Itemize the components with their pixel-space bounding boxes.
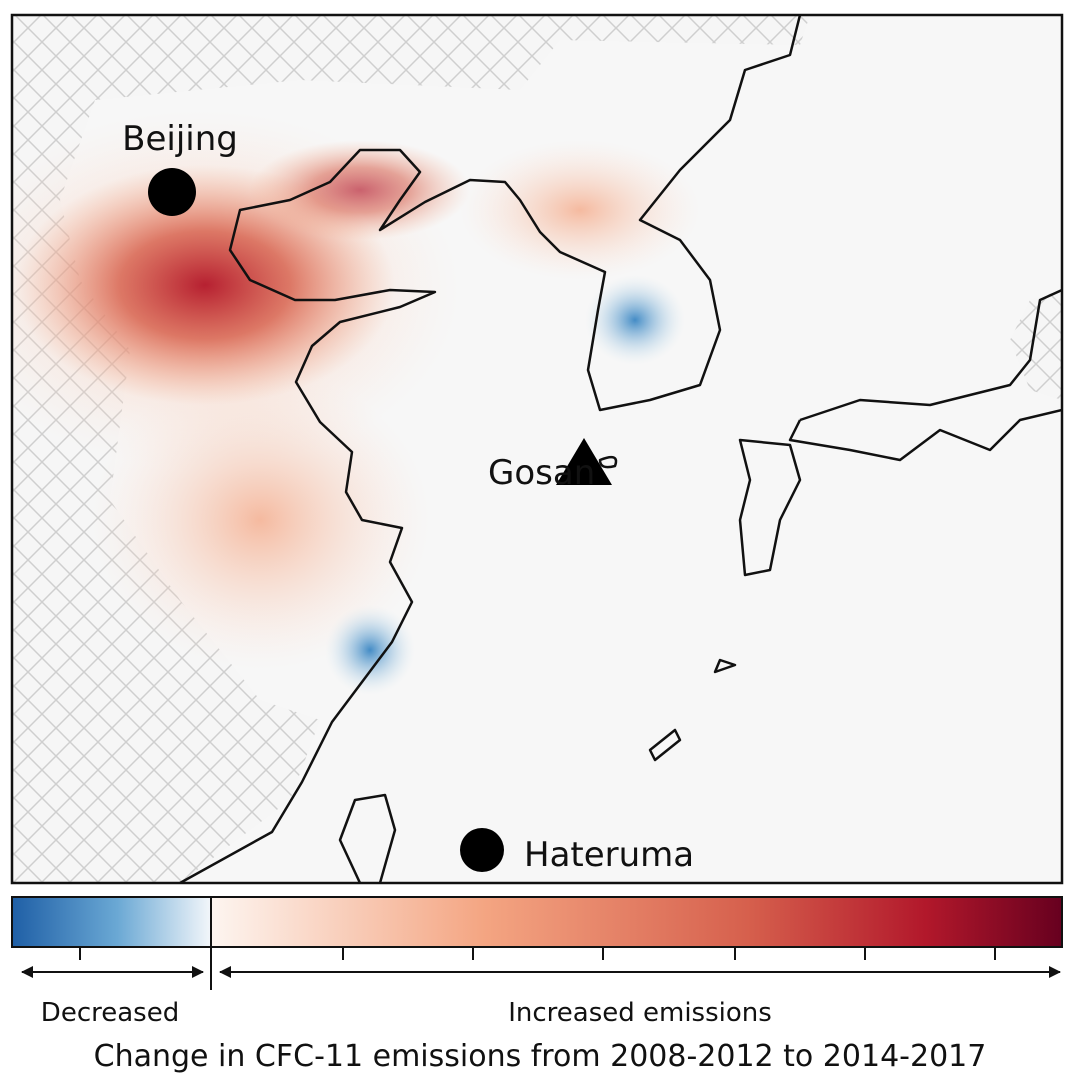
gosan-label: Gosan [488,453,595,493]
hateruma-marker [460,828,504,872]
hateruma-label: Hateruma [524,835,694,875]
caption: Change in CFC-11 emissions from 2008-201… [94,1039,987,1074]
hatched-region [12,15,810,883]
colorbar [11,896,1063,948]
map [12,15,1062,883]
decreased-label: Decreased [41,998,179,1028]
colorbar-ticks [79,947,996,960]
gosan-marker [556,438,612,485]
beijing-label: Beijing [122,119,238,159]
coastlines [179,15,1062,883]
increased-label: Increased emissions [508,998,772,1028]
beijing-marker [148,168,196,216]
map-frame [10,13,1064,885]
